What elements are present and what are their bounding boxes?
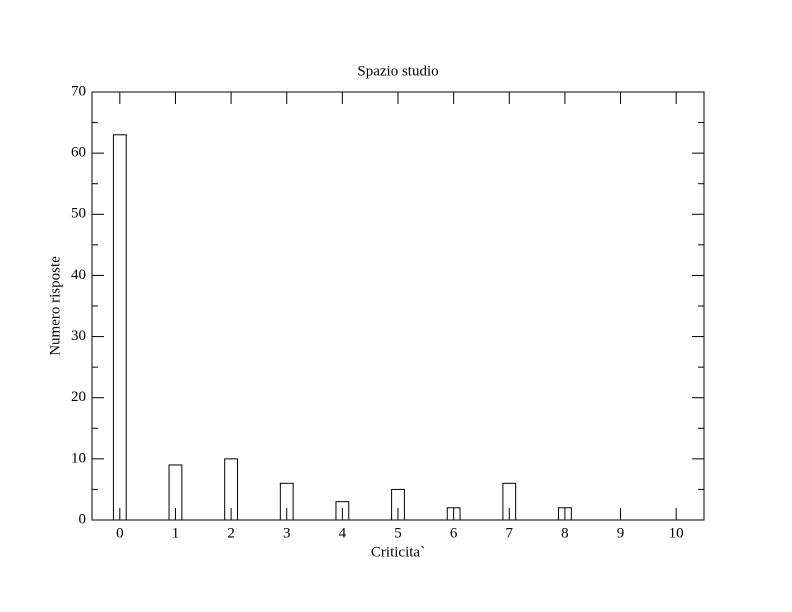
bar	[446, 507, 461, 521]
x-tick-label: 1	[172, 525, 180, 541]
bar	[335, 501, 350, 521]
bar	[502, 482, 517, 521]
y-axis-label: Numero risposte	[47, 256, 63, 356]
x-tick-label: 10	[669, 525, 684, 541]
chart-title: Spazio studio	[357, 63, 438, 79]
bar	[224, 458, 238, 521]
y-tick-label: 0	[79, 511, 87, 527]
bar	[558, 507, 572, 521]
x-tick-label: 0	[116, 525, 124, 541]
y-tick-label: 30	[71, 328, 86, 344]
x-tick-label: 9	[617, 525, 625, 541]
x-tick-label: 3	[283, 525, 291, 541]
x-axis-label: Criticita`	[371, 544, 425, 560]
y-tick-label: 70	[71, 83, 86, 99]
bar	[112, 134, 127, 521]
y-tick-label: 50	[71, 206, 86, 222]
bar	[391, 488, 405, 521]
x-tick-label: 5	[394, 525, 402, 541]
x-tick-label: 7	[506, 525, 514, 541]
bar	[279, 482, 294, 521]
bar	[168, 464, 183, 521]
x-tick-label: 2	[227, 525, 235, 541]
y-tick-label: 40	[71, 267, 86, 283]
x-tick-label: 8	[561, 525, 569, 541]
x-tick-label: 6	[450, 525, 458, 541]
x-tick-label: 4	[339, 525, 347, 541]
y-tick-label: 20	[71, 389, 86, 405]
y-tick-label: 10	[71, 450, 86, 466]
y-tick-label: 60	[71, 145, 86, 161]
